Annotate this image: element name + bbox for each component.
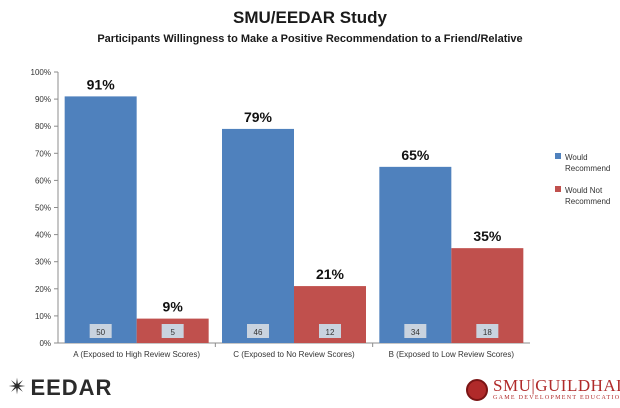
y-tick-label: 100% — [31, 68, 51, 77]
bar-would-recommend — [379, 166, 452, 343]
y-axis-ticks: 0% 10% 20% 30% 40% 50% 60% 70% 80% 90% 100% — [31, 68, 58, 348]
bar-value-label: 35% — [473, 228, 502, 244]
bar-value-label: 91% — [87, 76, 116, 92]
legend-label-line2: Recommend — [565, 197, 610, 206]
x-tick-label: A (Exposed to High Review Scores) — [73, 350, 200, 359]
y-tick-label: 60% — [35, 176, 51, 185]
bar-count-label: 50 — [96, 328, 105, 337]
bar-value-label: 9% — [163, 299, 184, 315]
bar-count-box — [404, 324, 427, 338]
chart-title: SMU/EEDAR Study — [233, 8, 388, 27]
bar-would-recommend — [222, 128, 294, 343]
bar-count-label: 5 — [170, 328, 175, 337]
bar-count-label: 34 — [411, 328, 420, 337]
y-tick-label: 0% — [39, 339, 51, 348]
y-tick-label: 30% — [35, 258, 51, 267]
bar-value-label: 21% — [316, 266, 345, 282]
bar-would-recommend — [64, 96, 137, 343]
eedar-figure-icon: ✴ — [8, 375, 27, 400]
bars: 91% 50 79% 46 65% 34 9% 5 21% 12 35% 18 — [64, 76, 524, 343]
bar-count-label: 18 — [483, 328, 492, 337]
smu-guildhall-text: SMU|GUILDHALL — [493, 376, 620, 395]
legend: Would Recommend Would Not Recommend — [555, 153, 610, 206]
bar-count-box — [89, 324, 112, 338]
y-tick-label: 80% — [35, 122, 51, 131]
bar-value-label: 79% — [244, 109, 273, 125]
eedar-logo-text: EEDAR — [30, 375, 113, 400]
bar-count-label: 46 — [254, 328, 263, 337]
legend-swatch — [555, 153, 561, 159]
legend-label-line1: Would — [565, 153, 588, 162]
bar-count-box — [319, 324, 341, 338]
bar-value-label: 65% — [401, 147, 430, 163]
smu-guildhall-logo: SMU|GUILDHALL GAME DEVELOPMENT EDUCATION — [466, 377, 620, 402]
x-tick-label: C (Exposed to No Review Scores) — [233, 350, 355, 359]
legend-label-line2: Recommend — [565, 164, 610, 173]
smu-seal-icon — [466, 378, 488, 401]
x-tick-label: B (Exposed to Low Review Scores) — [389, 350, 515, 359]
legend-label-line1: Would Not — [565, 186, 603, 195]
y-tick-label: 10% — [35, 312, 51, 321]
y-tick-label: 70% — [35, 149, 51, 158]
bar-count-box — [161, 324, 184, 338]
y-tick-label: 20% — [35, 285, 51, 294]
x-axis-ticks: A (Exposed to High Review Scores) C (Expo… — [73, 343, 514, 359]
eedar-logo: ✴ EEDAR — [8, 375, 112, 401]
y-tick-label: 90% — [35, 95, 51, 104]
bar-count-box — [476, 324, 499, 338]
guildhall-subtext: GAME DEVELOPMENT EDUCATION — [493, 395, 620, 401]
y-tick-label: 40% — [35, 231, 51, 240]
bar-count-box — [247, 324, 269, 338]
bar-count-label: 12 — [326, 328, 335, 337]
chart-subtitle: Participants Willingness to Make a Posit… — [97, 33, 522, 45]
y-tick-label: 50% — [35, 204, 51, 213]
legend-swatch — [555, 186, 561, 192]
